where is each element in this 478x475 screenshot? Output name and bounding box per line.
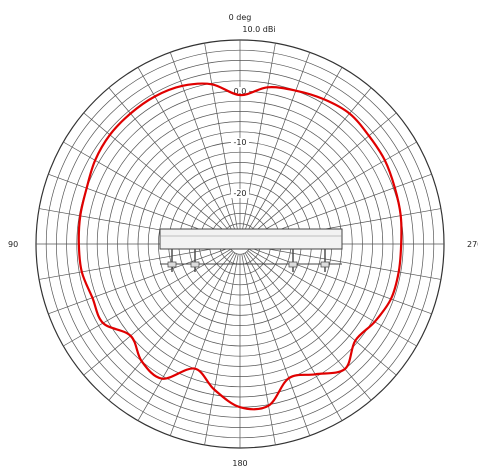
mount-clamp xyxy=(190,261,200,268)
data-point xyxy=(348,112,351,115)
data-point xyxy=(161,377,164,380)
data-point xyxy=(80,271,83,273)
angle-label-right: 270 xyxy=(467,240,478,249)
data-point xyxy=(94,159,97,162)
grid-spoke xyxy=(169,52,237,235)
data-point xyxy=(393,186,396,189)
grid-spoke xyxy=(243,253,311,436)
grid-spoke xyxy=(204,43,239,235)
data-point xyxy=(213,388,216,391)
grid-spoke xyxy=(83,250,233,376)
grid-spoke xyxy=(39,245,231,280)
grid-spoke xyxy=(48,247,231,315)
grid-spoke xyxy=(137,252,236,421)
grid-spoke xyxy=(204,253,239,445)
data-point xyxy=(210,83,213,86)
data-point xyxy=(314,373,317,376)
data-point xyxy=(85,187,88,190)
grid-spoke xyxy=(247,112,397,238)
data-point xyxy=(129,112,132,115)
grid-spoke xyxy=(243,52,311,235)
data-point xyxy=(397,271,400,273)
data-point xyxy=(383,159,386,162)
mount-clamp xyxy=(320,261,330,268)
antenna-body xyxy=(159,228,343,250)
data-point xyxy=(129,334,132,337)
grid-spoke xyxy=(244,67,343,236)
data-point xyxy=(344,368,346,370)
ring-label-bg xyxy=(231,189,249,198)
grid-spoke xyxy=(249,247,432,315)
data-point xyxy=(193,367,196,370)
grid-spoke xyxy=(248,141,417,240)
grid-spoke xyxy=(248,248,417,347)
data-point xyxy=(239,94,241,96)
ring-labels: 0.0 -10 -20 xyxy=(231,87,249,198)
antenna-sketch xyxy=(159,228,343,272)
data-point xyxy=(287,377,290,380)
data-point xyxy=(354,339,357,342)
data-point xyxy=(400,243,403,245)
grid-spoke xyxy=(63,141,232,240)
grid-spoke xyxy=(169,253,237,436)
grid-spoke xyxy=(241,253,276,445)
ring-label: -10 xyxy=(233,138,246,147)
grid-spoke xyxy=(246,87,372,237)
ring-label-bg xyxy=(231,87,249,96)
data-point xyxy=(399,214,402,217)
grid-spoke xyxy=(246,251,372,401)
grid-spoke xyxy=(247,250,397,376)
angle-label-left: 90 xyxy=(8,240,18,249)
data-point xyxy=(77,243,80,245)
mount-clamp xyxy=(167,261,177,268)
data-point xyxy=(109,133,111,136)
data-point xyxy=(140,360,143,363)
grid-spoke xyxy=(241,43,276,235)
grid-spoke xyxy=(83,112,233,238)
data-point xyxy=(102,322,104,324)
max-gain-label: 10.0 dBi xyxy=(242,25,275,34)
data-point xyxy=(91,296,94,299)
data-point xyxy=(368,134,370,137)
data-point xyxy=(266,86,269,89)
data-point xyxy=(294,89,297,92)
mount-clamp xyxy=(288,261,298,268)
data-point xyxy=(390,298,392,300)
grid-spoke xyxy=(244,252,343,421)
data-point xyxy=(181,84,184,87)
data-point xyxy=(153,95,156,98)
angle-label-bottom: 180 xyxy=(232,459,247,468)
grid-spoke xyxy=(249,245,441,280)
angle-label-top: 0 deg xyxy=(229,13,252,22)
data-point xyxy=(373,320,376,323)
grid-spoke xyxy=(137,67,236,236)
series-layer xyxy=(77,82,403,411)
data-point xyxy=(239,406,241,409)
ring-label: 0.0 xyxy=(234,87,247,96)
grid-spoke xyxy=(108,87,234,237)
grid-spoke xyxy=(108,251,234,401)
grid-spoke xyxy=(63,248,232,347)
data-point xyxy=(79,214,82,217)
data-point xyxy=(322,98,325,101)
ring-label-bg xyxy=(231,138,249,147)
data-point xyxy=(267,404,270,407)
ring-label: -20 xyxy=(233,189,246,198)
